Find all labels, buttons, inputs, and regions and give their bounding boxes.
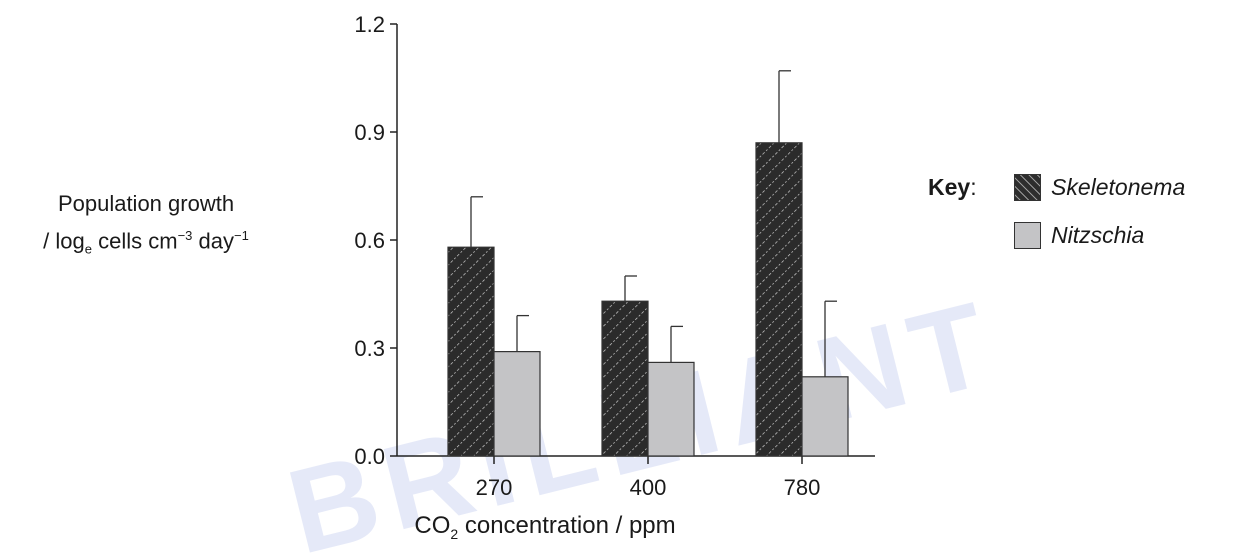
bar-skeletonema-270 <box>447 246 495 457</box>
x-tick-label: 400 <box>630 475 667 500</box>
y-axis-label-line2: / loge cells cm−3 day−1 <box>43 228 249 257</box>
y-tick-label: 0.3 <box>354 336 385 361</box>
legend-key-colon: : <box>970 173 977 200</box>
y-tick-label: 0.6 <box>354 228 385 253</box>
nitzschia-swatch <box>1014 221 1041 249</box>
y-axis-label-line1: Population growth <box>57 191 235 216</box>
bar-skeletonema-780 <box>755 142 803 457</box>
bar-nitzschia-780 <box>801 376 849 457</box>
legend-label-nitzschia: Nitzschia <box>1051 221 1145 248</box>
x-tick-label: 270 <box>476 475 513 500</box>
y-tick-label: 1.2 <box>354 12 385 37</box>
legend-item-skeletonema: Key: Skeletonema <box>928 170 1185 204</box>
bar-skeletonema-400 <box>601 300 649 457</box>
y-axis-label: Population growth / loge cells cm−3 day−… <box>0 188 292 266</box>
bars <box>447 70 849 457</box>
legend-label-skeletonema: Skeletonema <box>1051 173 1186 200</box>
y-tick-label: 0.0 <box>354 444 385 469</box>
legend: Key: Skeletonema Nitzschia <box>928 170 1185 266</box>
skeletonema-swatch <box>1014 173 1041 201</box>
bar-nitzschia-400 <box>647 361 695 457</box>
legend-item-nitzschia: Nitzschia <box>928 218 1185 252</box>
x-axis-label: CO2 concentration / ppm <box>414 512 676 542</box>
y-tick-label: 0.9 <box>354 120 385 145</box>
x-tick-label: 780 <box>784 475 821 500</box>
legend-key-label: Key <box>928 173 971 200</box>
bar-nitzschia-270 <box>493 351 541 457</box>
